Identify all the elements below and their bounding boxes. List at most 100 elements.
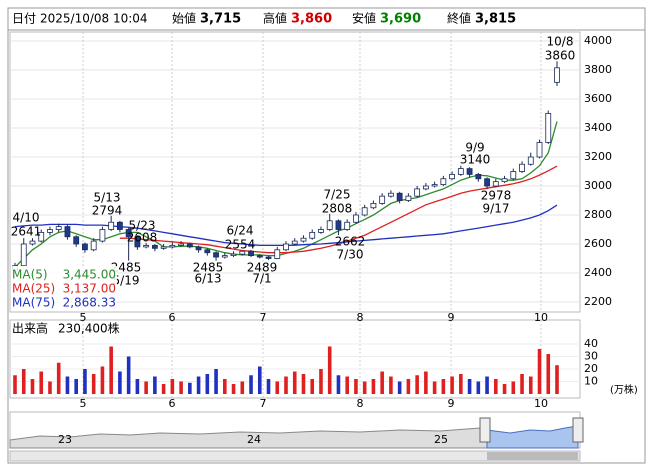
- volume-bar: [406, 379, 411, 394]
- volume-bar: [459, 374, 463, 394]
- candle-body: [344, 221, 351, 230]
- candle-body: [73, 236, 80, 245]
- volume-bar: [511, 381, 516, 394]
- annotation-value: 3860: [545, 49, 576, 63]
- annotation-value: 3140: [460, 153, 491, 167]
- candle-body: [519, 163, 525, 172]
- volume-bar: [441, 379, 446, 394]
- candle-body: [379, 195, 386, 204]
- candle-body: [335, 220, 342, 230]
- annotation-date: 7/1: [252, 272, 271, 286]
- handle-right[interactable]: [572, 417, 584, 443]
- volume-bar: [424, 371, 428, 394]
- x-tick-label: 10: [534, 311, 548, 324]
- annotation-date: 5/13: [94, 191, 121, 205]
- volume-unit: (万株): [610, 383, 638, 396]
- annotation-date: 7/25: [324, 188, 351, 202]
- candle-body: [318, 229, 324, 233]
- legend-value: 3,445.00: [63, 268, 116, 282]
- volume-bar: [214, 369, 218, 394]
- volume-pane: [9, 319, 581, 399]
- candle-body: [309, 231, 316, 239]
- scroll-thumb[interactable]: [487, 452, 578, 460]
- annotation-date: 9/17: [483, 202, 510, 216]
- candle-body: [326, 220, 333, 230]
- volume-bar: [292, 371, 297, 394]
- annotation-date: 5/23: [129, 219, 156, 233]
- volume-bar: [336, 375, 341, 394]
- field-value: 3,815: [475, 12, 516, 27]
- candle-body: [501, 178, 508, 183]
- y-tick-label: 3200: [584, 150, 612, 163]
- handle-left[interactable]: [479, 417, 491, 443]
- volume-bar: [170, 379, 175, 394]
- volume-bar: [39, 371, 44, 394]
- volume-bar: [371, 379, 376, 394]
- candle-body: [143, 245, 150, 248]
- candle-body: [353, 214, 359, 223]
- scrollbar[interactable]: [9, 450, 581, 462]
- candle-body: [440, 178, 447, 185]
- candle-body: [117, 221, 123, 230]
- candle-body: [151, 245, 158, 249]
- volume-bar: [275, 381, 280, 394]
- field-value: 3,715: [200, 12, 241, 27]
- volume-bar: [345, 376, 349, 394]
- volume-tick-label: 10: [584, 375, 598, 388]
- field-label: 始値: [172, 11, 196, 26]
- candle-body: [370, 202, 377, 209]
- annotation-value: 2554: [225, 238, 256, 252]
- candle-body: [361, 207, 368, 216]
- annotation-value: 2641: [11, 225, 42, 239]
- volume-bar: [266, 379, 271, 394]
- legend-name: MA(75): [12, 296, 55, 310]
- volume-bar: [13, 375, 17, 394]
- x-tick-label: 7: [260, 311, 267, 324]
- y-tick-label: 3800: [584, 63, 612, 76]
- volume-bar: [153, 376, 157, 394]
- volume-bar: [389, 376, 393, 394]
- candle-body: [396, 192, 403, 201]
- volume-bar: [520, 374, 524, 394]
- legend-value: 2,868.33: [63, 296, 116, 310]
- legend-name: MA(25): [12, 282, 55, 296]
- volume-bar: [109, 346, 113, 394]
- candle-body: [55, 226, 62, 230]
- candle-body: [484, 178, 490, 187]
- volume-bar: [546, 354, 551, 394]
- candle-body: [300, 237, 307, 242]
- volume-bar: [91, 374, 96, 394]
- candle-body: [431, 184, 438, 187]
- volume-bar: [56, 362, 61, 394]
- volume-bar: [310, 379, 315, 394]
- volume-bar: [432, 381, 437, 394]
- candle-body: [134, 236, 141, 248]
- candle-body: [178, 243, 184, 246]
- volume-bar: [284, 376, 288, 394]
- annotation-value: 2485: [111, 261, 142, 275]
- volume-bar: [188, 382, 192, 394]
- legend-box: [11, 266, 117, 311]
- candle-body: [160, 246, 167, 249]
- field-value: 3,860: [291, 12, 332, 27]
- candle-body: [64, 226, 71, 238]
- candle-body: [291, 240, 298, 245]
- volume-value: 230,400株: [58, 321, 120, 336]
- candle-body: [186, 243, 193, 248]
- annotation-date: 7/30: [337, 248, 364, 262]
- volume-bar: [100, 366, 105, 394]
- volume-bar: [327, 346, 332, 394]
- volume-bar: [380, 371, 384, 394]
- navigator[interactable]: 23 24 25: [9, 411, 584, 462]
- volume-bar: [502, 384, 507, 394]
- annotation-date: 4/10: [13, 211, 40, 225]
- field-label: 高値: [263, 11, 287, 26]
- candle-body: [274, 249, 281, 259]
- x-tick-label: 8: [357, 397, 364, 410]
- y-tick-label: 2200: [584, 295, 612, 308]
- x-tick-label: 8: [357, 311, 364, 324]
- volume-label: 出来高: [12, 321, 48, 336]
- x-tick-label: 7: [260, 397, 267, 410]
- volume-bar: [450, 376, 454, 394]
